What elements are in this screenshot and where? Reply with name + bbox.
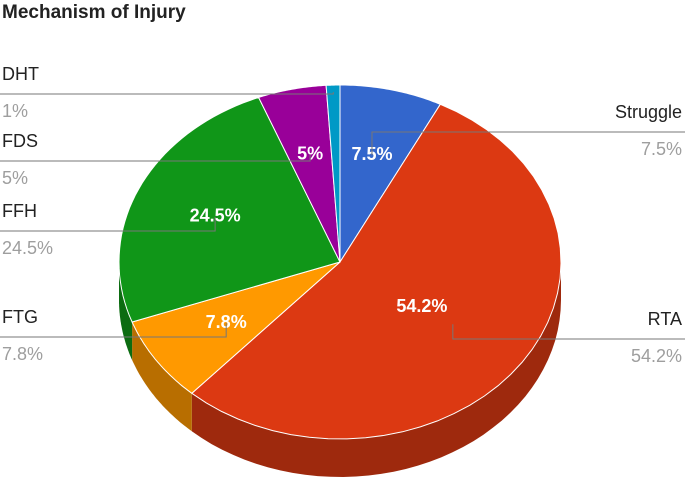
slice-side [191,262,562,477]
legend-label: FTG [2,307,38,327]
legend-label: DHT [2,64,39,84]
slice-label: 5% [297,144,323,164]
chart-title: Mechanism of Injury [2,2,186,23]
slice [131,261,341,394]
slice [325,84,341,263]
slice-label: 54.2% [396,296,447,316]
slice-side [132,322,192,432]
leader-line [0,92,334,95]
legend-label: FDS [2,131,38,151]
slice-label: 7.8% [206,312,247,332]
value-label: 5% [2,168,28,188]
value-label: 1% [2,101,28,121]
leader-line [0,216,216,232]
leader-line [452,324,685,340]
legend-label: Struggle [615,102,682,122]
leader-line [0,154,311,162]
slice [190,103,562,440]
slice [339,84,442,264]
legend-label: FFH [2,201,37,221]
value-label: 7.5% [641,139,682,159]
value-label: 24.5% [2,238,53,258]
slice-side [119,262,133,360]
value-label: 54.2% [631,346,682,366]
leader-line [371,131,685,156]
leader-line [0,323,227,338]
value-label: 7.8% [2,344,43,364]
slice-label: 24.5% [190,206,241,226]
legend-label: RTA [648,309,682,329]
slice [118,96,341,323]
